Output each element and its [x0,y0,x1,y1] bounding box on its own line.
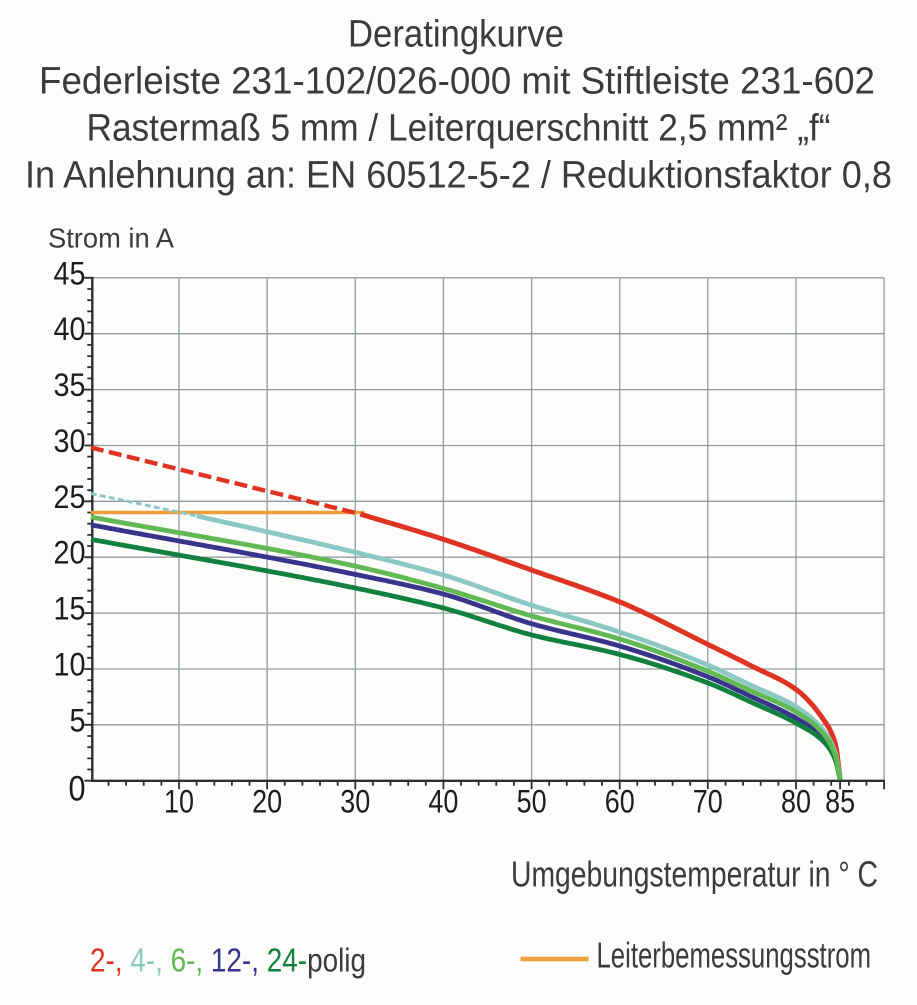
svg-text:Federleiste 231-102/026-000 mi: Federleiste 231-102/026-000 mit Stiftlei… [39,61,875,103]
svg-text:45: 45 [54,255,86,291]
svg-text:Strom in A: Strom in A [48,223,174,254]
svg-text:50: 50 [517,784,547,820]
svg-text:4-,: 4-, [130,942,163,979]
svg-text:30: 30 [54,423,86,459]
svg-text:polig: polig [307,942,366,979]
svg-text:25: 25 [54,479,86,515]
svg-text:10: 10 [54,647,86,683]
svg-text:Umgebungstemperatur in ° C: Umgebungstemperatur in ° C [511,854,878,895]
svg-text:70: 70 [693,784,723,820]
svg-text:6-,: 6-, [171,942,204,979]
svg-text:10: 10 [164,784,194,820]
svg-text:Rastermaß 5 mm / Leiterquersch: Rastermaß 5 mm / Leiterquerschnitt 2,5 m… [87,108,831,150]
svg-text:5: 5 [70,702,86,738]
svg-text:15: 15 [54,591,86,627]
svg-text:40: 40 [428,784,458,820]
svg-text:80: 80 [781,784,811,820]
svg-text:85: 85 [825,784,855,820]
svg-text:In Anlehnung an: EN 60512-5-2: In Anlehnung an: EN 60512-5-2 / Reduktio… [25,155,892,197]
svg-text:0: 0 [69,770,86,809]
svg-text:20: 20 [252,784,282,820]
svg-text:20: 20 [54,535,86,571]
svg-text:60: 60 [605,784,635,820]
svg-text:12-,: 12-, [211,942,259,979]
svg-text:2-,: 2-, [90,942,123,979]
svg-text:Leiterbemessungsstrom: Leiterbemessungsstrom [597,935,872,976]
svg-text:35: 35 [54,367,86,403]
svg-text:30: 30 [340,784,370,820]
svg-text:24-: 24- [267,942,307,979]
svg-text:Deratingkurve: Deratingkurve [348,14,564,56]
svg-text:40: 40 [54,311,86,347]
